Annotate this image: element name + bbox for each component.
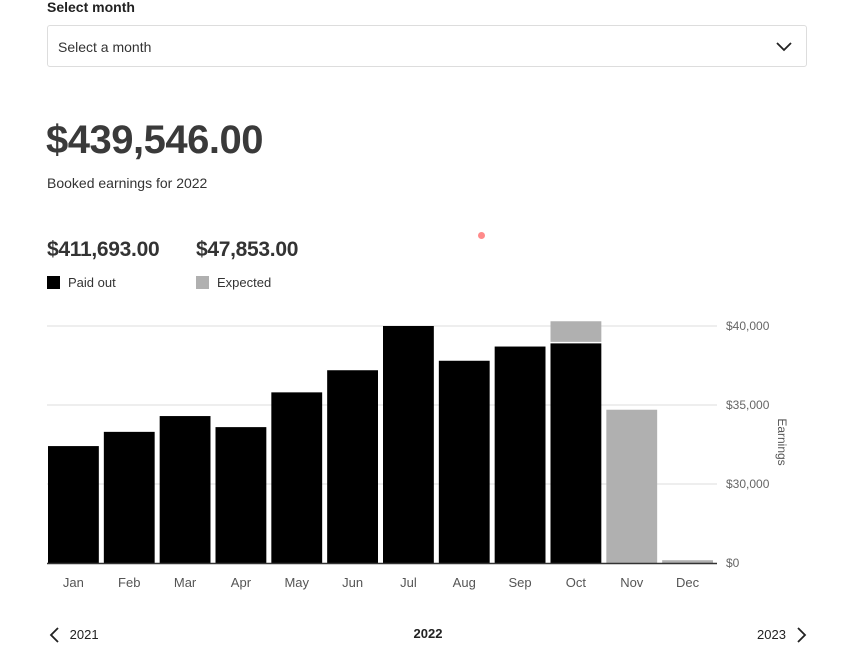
bar-expected-oct[interactable]	[550, 321, 602, 342]
current-year: 2022	[413, 626, 443, 641]
x-tick-label: Jul	[400, 575, 417, 590]
bar-paid-out-feb[interactable]	[103, 431, 155, 563]
earnings-chart: $0 $30,000 $35,000 $40,000 Jan Feb Mar Apr May Ju…	[47, 319, 789, 590]
cursor-dot	[478, 232, 485, 239]
bar-paid-out-may[interactable]	[271, 392, 323, 563]
month-select[interactable]: Select a month	[47, 25, 807, 67]
select-month-label: Select month	[47, 0, 135, 15]
bar-paid-out-aug[interactable]	[438, 360, 490, 563]
bar-expected-dec[interactable]	[662, 560, 713, 563]
chevron-down-icon	[776, 42, 792, 52]
y-tick-label: $0	[726, 556, 740, 570]
chevron-right-icon	[796, 626, 806, 643]
expected-stat: $47,853.00 Expected	[196, 238, 299, 290]
x-tick-label: Jun	[342, 575, 363, 590]
x-tick-label: Jan	[63, 575, 84, 590]
x-tick-label: Feb	[118, 575, 140, 590]
prev-year-button[interactable]: 2021	[48, 626, 99, 643]
paid-out-legend: Paid out	[47, 275, 116, 290]
x-tick-label: Apr	[231, 575, 252, 590]
x-tick-label: Oct	[566, 575, 587, 590]
bar-paid-out-mar[interactable]	[159, 416, 211, 563]
bar-paid-out-jun[interactable]	[327, 370, 378, 563]
paid-out-label: Paid out	[68, 275, 116, 290]
expected-label: Expected	[217, 275, 272, 290]
bar-paid-out-oct[interactable]	[550, 343, 602, 563]
x-tick-label: Sep	[509, 575, 532, 590]
paid-out-swatch	[47, 276, 60, 289]
x-tick-label: Dec	[676, 575, 700, 590]
bar-paid-out-jan[interactable]	[48, 446, 99, 563]
chevron-left-icon	[49, 626, 59, 643]
next-year-button[interactable]: 2023	[757, 626, 808, 643]
booked-earnings-total: $439,546.00	[46, 118, 263, 162]
bar-expected-nov[interactable]	[606, 409, 658, 563]
next-year-label: 2023	[757, 627, 786, 643]
bar-paid-out-sep[interactable]	[494, 346, 546, 563]
prev-year-label: 2021	[69, 627, 99, 643]
paid-out-stat: $411,693.00 Paid out	[47, 238, 160, 290]
month-select-value: Select a month	[58, 39, 152, 55]
expected-amount: $47,853.00	[196, 238, 299, 261]
x-tick-label: May	[284, 575, 309, 590]
x-tick-label: Mar	[174, 575, 197, 590]
y-axis-label: Earnings	[775, 418, 789, 465]
x-tick-label: Nov	[620, 575, 644, 590]
paid-out-amount: $411,693.00	[47, 238, 160, 261]
y-tick-label: $40,000	[726, 319, 770, 333]
bar-paid-out-apr[interactable]	[215, 427, 267, 563]
y-tick-label: $35,000	[726, 398, 770, 412]
x-tick-label: Aug	[453, 575, 476, 590]
y-tick-label: $30,000	[726, 477, 770, 491]
expected-swatch	[196, 276, 209, 289]
booked-earnings-caption: Booked earnings for 2022	[47, 175, 208, 191]
bar-paid-out-jul[interactable]	[383, 326, 434, 563]
expected-legend: Expected	[196, 275, 271, 290]
